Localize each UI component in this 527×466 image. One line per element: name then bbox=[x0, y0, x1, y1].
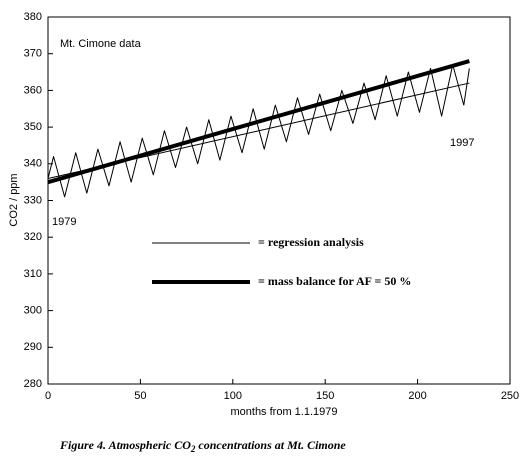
x-tick-label: 150 bbox=[316, 390, 334, 402]
x-tick-label: 100 bbox=[224, 390, 242, 402]
y-tick-label: 370 bbox=[24, 48, 42, 60]
annotation: 1979 bbox=[52, 216, 76, 228]
data-line bbox=[47, 59, 470, 185]
x-axis-label: months from 1.1.1979 bbox=[230, 406, 337, 418]
y-tick-label: 320 bbox=[24, 231, 42, 243]
caption-text: Figure 4. Atmospheric CO bbox=[59, 438, 191, 452]
caption-text: concentrations at Mt. Cimone bbox=[195, 438, 346, 452]
y-tick-label: 340 bbox=[24, 158, 42, 170]
y-tick-label: 300 bbox=[24, 305, 42, 317]
x-tick-label: 250 bbox=[501, 390, 519, 402]
y-tick-label: 380 bbox=[24, 11, 42, 23]
caption-subscript: 2 bbox=[190, 444, 196, 454]
annotation: Mt. Cimone data bbox=[60, 38, 142, 50]
x-tick-label: 200 bbox=[408, 390, 426, 402]
y-axis-label: CO2 / ppm bbox=[8, 173, 20, 226]
legend-label: = mass balance for AF = 50 % bbox=[258, 274, 411, 288]
y-tick-label: 310 bbox=[24, 268, 42, 280]
plot-frame bbox=[47, 16, 511, 385]
y-tick-label: 330 bbox=[24, 194, 42, 206]
y-tick-label: 350 bbox=[24, 121, 42, 133]
caption: Figure 4. Atmospheric CO2 concentrations… bbox=[59, 438, 346, 454]
annotation: 1997 bbox=[450, 137, 474, 149]
x-tick-label: 50 bbox=[134, 390, 146, 402]
legend-label: = regression analysis bbox=[258, 235, 364, 249]
y-tick-label: 280 bbox=[24, 378, 42, 390]
x-tick-label: 0 bbox=[45, 390, 51, 402]
y-tick-label: 360 bbox=[24, 84, 42, 96]
y-tick-label: 290 bbox=[24, 341, 42, 353]
